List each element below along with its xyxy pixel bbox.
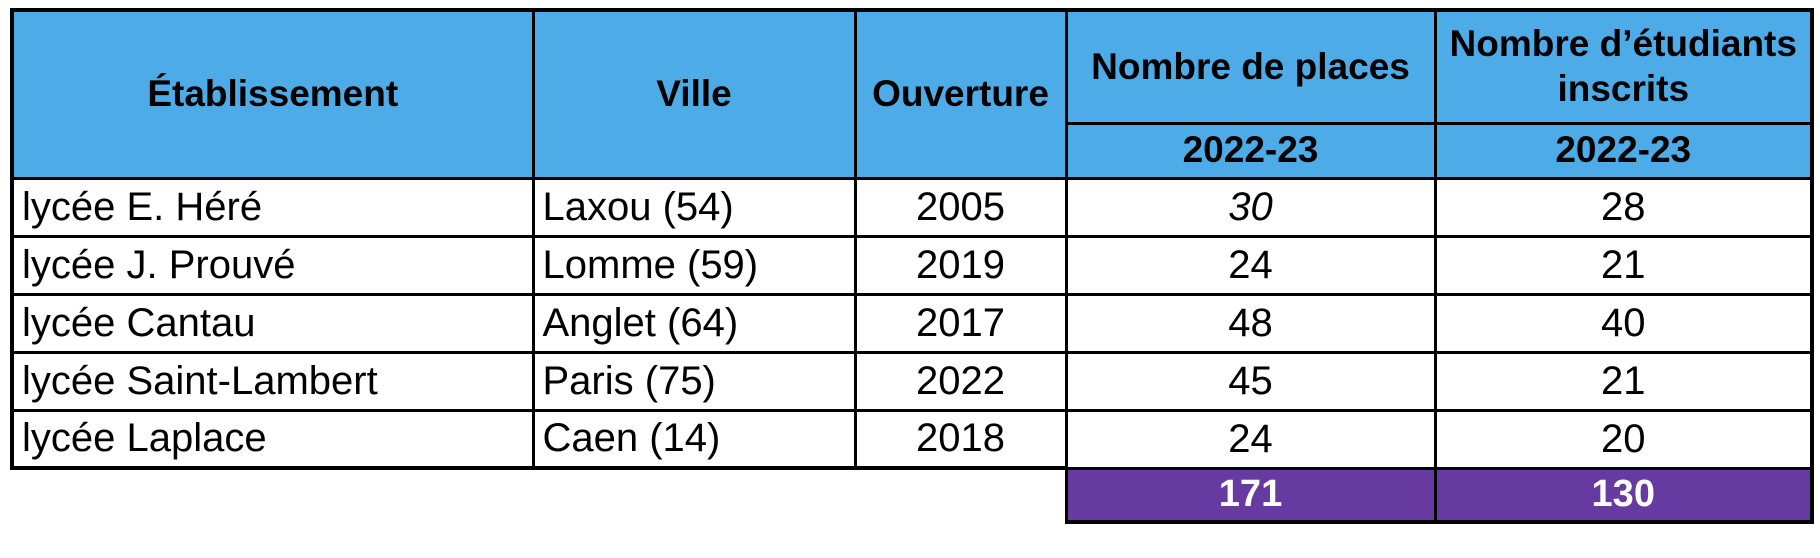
cell-places: 24: [1064, 408, 1437, 470]
table-row: lycée E. Héré Laxou (54) 2005 30 28: [10, 176, 1814, 238]
header-etudiants: Nombre d’étudiants inscrits: [1433, 8, 1814, 125]
table-row: lycée Saint-Lambert Paris (75) 2022 45 2…: [10, 350, 1814, 412]
table-row: lycée Cantau Anglet (64) 2017 48 40: [10, 292, 1814, 354]
cell-inscrits: 20: [1433, 408, 1814, 470]
cell-places: 30: [1064, 176, 1437, 238]
cell-ouverture: 2005: [853, 176, 1068, 238]
lycees-table: Établissement Ville Ouverture Nombre de …: [10, 8, 1814, 524]
subheader-etudiants-period: 2022-23: [1433, 121, 1814, 180]
cell-etablissement: lycée E. Héré: [10, 176, 535, 238]
cell-etablissement: lycée J. Prouvé: [10, 234, 535, 296]
total-inscrits: 130: [1433, 466, 1814, 524]
empty-cell: [533, 468, 855, 522]
header-places: Nombre de places: [1064, 8, 1437, 125]
table-row: lycée Laplace Caen (14) 2018 24 20: [10, 408, 1814, 470]
header-ville: Ville: [531, 8, 857, 180]
total-places: 171: [1064, 466, 1437, 524]
cell-ville: Caen (14): [531, 408, 857, 470]
empty-cell: [855, 468, 1066, 522]
cell-places: 24: [1064, 234, 1437, 296]
header-row-period: 2022-23 2022-23: [12, 121, 1814, 180]
cell-ville: Lomme (59): [531, 234, 857, 296]
cell-etablissement: lycée Saint-Lambert: [10, 350, 535, 412]
cell-ouverture: 2018: [853, 408, 1068, 470]
cell-ouverture: 2019: [853, 234, 1068, 296]
cell-ouverture: 2017: [853, 292, 1068, 354]
cell-ville: Anglet (64): [531, 292, 857, 354]
cell-etablissement: lycée Laplace: [10, 408, 535, 470]
cell-inscrits: 21: [1433, 350, 1814, 412]
cell-inscrits: 28: [1433, 176, 1814, 238]
cell-places: 48: [1064, 292, 1437, 354]
cell-inscrits: 40: [1433, 292, 1814, 354]
empty-cell: [12, 468, 533, 522]
cell-inscrits: 21: [1433, 234, 1814, 296]
cell-places: 45: [1064, 350, 1437, 412]
table-row: lycée J. Prouvé Lomme (59) 2019 24 21: [10, 234, 1814, 296]
header-etablissement: Établissement: [10, 8, 535, 180]
header-ouverture: Ouverture: [853, 8, 1068, 180]
totals-row: 171 130: [12, 466, 1814, 524]
cell-ouverture: 2022: [853, 350, 1068, 412]
cell-ville: Paris (75): [531, 350, 857, 412]
table-container: Établissement Ville Ouverture Nombre de …: [10, 8, 1814, 524]
subheader-places-period: 2022-23: [1064, 121, 1437, 180]
header-row-main: Établissement Ville Ouverture Nombre de …: [10, 8, 1814, 180]
cell-etablissement: lycée Cantau: [10, 292, 535, 354]
cell-ville: Laxou (54): [531, 176, 857, 238]
